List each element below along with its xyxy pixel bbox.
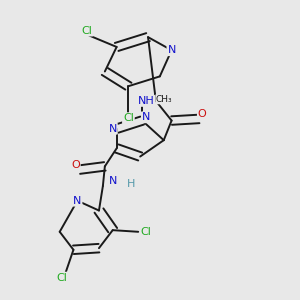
Text: O: O <box>71 160 80 170</box>
Text: CH₃: CH₃ <box>156 95 172 104</box>
Text: NH: NH <box>138 96 154 106</box>
Text: Cl: Cl <box>56 273 67 283</box>
Text: N: N <box>142 112 150 122</box>
Text: H: H <box>127 179 136 189</box>
Text: N: N <box>73 196 82 206</box>
Text: N: N <box>109 176 117 186</box>
Text: N: N <box>109 124 117 134</box>
Text: Cl: Cl <box>141 227 152 237</box>
Text: Cl: Cl <box>123 113 134 123</box>
Text: Cl: Cl <box>82 26 93 36</box>
Text: O: O <box>198 109 207 119</box>
Text: N: N <box>167 45 176 55</box>
